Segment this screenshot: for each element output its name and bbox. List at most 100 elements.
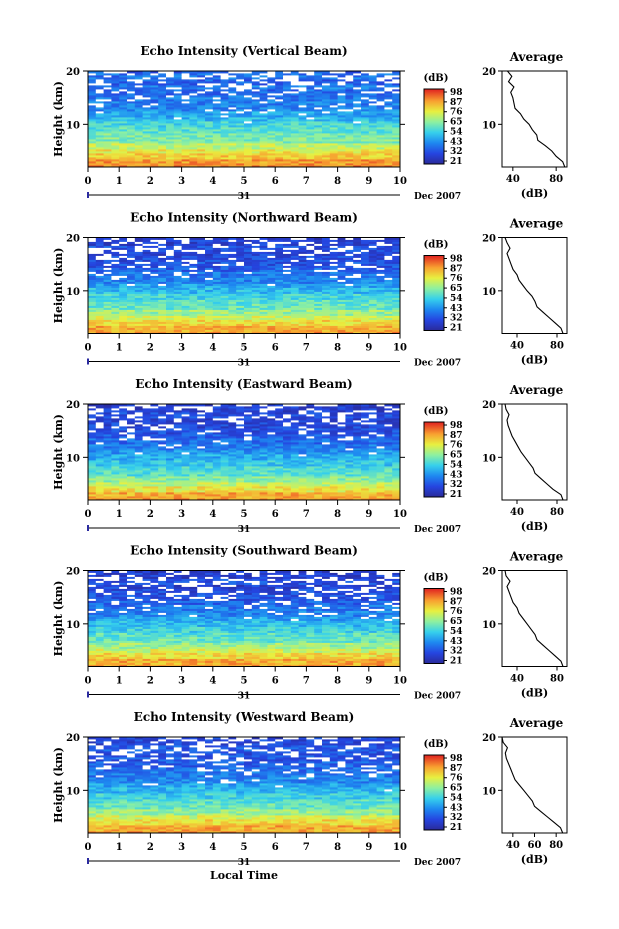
- heatmap-cell: [345, 143, 354, 146]
- heatmap-cell: [197, 111, 206, 114]
- heatmap-cell: [298, 163, 307, 166]
- heatmap-cell: [368, 303, 377, 306]
- heatmap-cell: [142, 153, 151, 156]
- heatmap-cell: [166, 492, 175, 495]
- heatmap-cell: [337, 484, 346, 487]
- heatmap-cell: [306, 141, 315, 144]
- heatmap-cell: [134, 299, 143, 302]
- heatmap-cell: [337, 237, 346, 240]
- heatmap-cell: [376, 319, 385, 322]
- heatmap-cell: [345, 161, 354, 164]
- heatmap-cell: [384, 135, 393, 138]
- heatmap-cell: [384, 494, 393, 497]
- heatmap-cell: [119, 137, 128, 140]
- heatmap-cell: [322, 243, 331, 246]
- heatmap-cell: [368, 241, 377, 244]
- heatmap-cell: [306, 117, 315, 120]
- heatmap-cell: [181, 83, 190, 86]
- heatmap-cell: [142, 101, 151, 104]
- heatmap-cell: [220, 329, 229, 332]
- heatmap-cell: [166, 289, 175, 292]
- heatmap-cell: [142, 97, 151, 100]
- heatmap-cell: [95, 257, 104, 260]
- heatmap-cell: [283, 488, 292, 491]
- heatmap-cell: [290, 319, 299, 322]
- heatmap-cell: [329, 141, 338, 144]
- heatmap-cell: [150, 113, 159, 116]
- heatmap-cell: [127, 454, 136, 457]
- heatmap-cell: [119, 145, 128, 148]
- heatmap-cell: [119, 101, 128, 104]
- heatmap-cell: [103, 287, 112, 290]
- heatmap-cell: [95, 293, 104, 296]
- heatmap-cell: [134, 243, 143, 246]
- heatmap-cell: [95, 331, 104, 334]
- heatmap-cell: [127, 496, 136, 499]
- heatmap-cell: [298, 474, 307, 477]
- heatmap-cell: [236, 259, 245, 262]
- heatmap-cell: [197, 165, 206, 168]
- heatmap-cell: [298, 313, 307, 316]
- heatmap-cell: [236, 107, 245, 110]
- heatmap-cell: [337, 153, 346, 156]
- heatmap-cell: [95, 490, 104, 493]
- heatmap-cell: [95, 83, 104, 86]
- heatmap-cell: [314, 492, 323, 495]
- heatmap-cell: [181, 323, 190, 326]
- heatmap-cell: [376, 474, 385, 477]
- heatmap-cell: [384, 492, 393, 495]
- heatmap-cell: [134, 251, 143, 254]
- heatmap-cell: [306, 273, 315, 276]
- heatmap-cell: [283, 295, 292, 298]
- heatmap-cell: [236, 462, 245, 465]
- heatmap-cell: [251, 105, 260, 108]
- heatmap-cell: [173, 143, 182, 146]
- heatmap-cell: [306, 237, 315, 240]
- heatmap-cell: [228, 472, 237, 475]
- heatmap-cell: [392, 273, 401, 276]
- heatmap-cell: [275, 285, 284, 288]
- heatmap-cell: [361, 137, 370, 140]
- heatmap-cell: [244, 472, 253, 475]
- heatmap-cell: [368, 490, 377, 493]
- heatmap-cell: [158, 127, 167, 130]
- heatmap-cell: [376, 129, 385, 132]
- heatmap-cell: [166, 83, 175, 86]
- heatmap-cell: [158, 313, 167, 316]
- heatmap-cell: [275, 480, 284, 483]
- heatmap-cell: [103, 263, 112, 266]
- colorbar-tick-label: 65: [450, 284, 463, 294]
- heatmap-cell: [95, 305, 104, 308]
- heatmap-cell: [298, 494, 307, 497]
- heatmap-cell: [329, 157, 338, 160]
- heatmap-cell: [212, 277, 221, 280]
- heatmap-cell: [119, 301, 128, 304]
- heatmap-cell: [228, 247, 237, 250]
- heatmap-cell: [88, 277, 97, 280]
- heatmap-cell: [166, 133, 175, 136]
- x-tick-label: 10: [393, 343, 407, 354]
- heatmap-cell: [212, 273, 221, 276]
- heatmap-cell: [173, 323, 182, 326]
- heatmap-cell: [158, 159, 167, 162]
- heatmap-cell: [212, 125, 221, 128]
- heatmap-cell: [150, 472, 159, 475]
- heatmap-cell: [376, 79, 385, 82]
- heatmap-cell: [368, 93, 377, 96]
- heatmap-cell: [181, 319, 190, 322]
- heatmap-cell: [244, 484, 253, 487]
- heatmap-cell: [189, 287, 198, 290]
- heatmap-cell: [298, 77, 307, 80]
- heatmap-cell: [111, 327, 120, 330]
- heatmap-cell: [228, 73, 237, 76]
- heatmap-cell: [142, 79, 151, 82]
- heatmap-cell: [290, 245, 299, 248]
- heatmap-cell: [205, 474, 214, 477]
- heatmap-cell: [267, 462, 276, 465]
- heatmap-cell: [329, 133, 338, 136]
- heatmap-cell: [290, 253, 299, 256]
- heatmap-cell: [251, 145, 260, 148]
- heatmap-cell: [259, 87, 268, 90]
- heatmap-cell: [353, 89, 362, 92]
- heatmap-cell: [236, 265, 245, 268]
